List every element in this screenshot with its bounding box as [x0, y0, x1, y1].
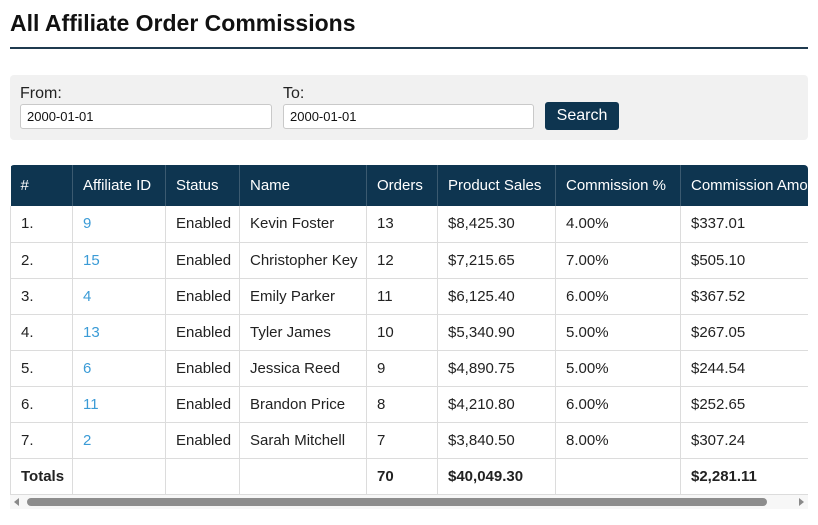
affiliate-id-link[interactable]: 15 — [72, 242, 166, 279]
status-cell: Enabled — [165, 278, 240, 315]
column-header-orders[interactable]: Orders — [366, 165, 438, 206]
commission-amount-cell: $267.05 — [680, 314, 808, 351]
name-cell: Kevin Foster — [239, 206, 367, 243]
totals-commission-amount: $2,281.11 — [680, 458, 808, 495]
status-cell: Enabled — [165, 422, 240, 459]
product-sales-cell: $8,425.30 — [437, 206, 556, 243]
product-sales-cell: $4,890.75 — [437, 350, 556, 387]
totals-row: Totals 70 $40,049.30 $2,281.11 — [10, 458, 808, 495]
column-header-number[interactable]: # — [10, 165, 73, 206]
scroll-right-arrow-icon[interactable] — [799, 498, 804, 506]
totals-orders: 70 — [366, 458, 438, 495]
row-number: 4. — [10, 314, 73, 351]
table-row: 7. 2 Enabled Sarah Mitchell 7 $3,840.50 … — [10, 422, 808, 459]
status-cell: Enabled — [165, 350, 240, 387]
search-button[interactable]: Search — [545, 102, 619, 130]
name-cell: Jessica Reed — [239, 350, 367, 387]
commission-percent-cell: 7.00% — [555, 242, 681, 279]
orders-cell: 8 — [366, 386, 438, 423]
row-number: 5. — [10, 350, 73, 387]
orders-cell: 9 — [366, 350, 438, 387]
affiliate-id-link[interactable]: 2 — [72, 422, 166, 459]
from-label: From: — [20, 85, 62, 102]
to-label: To: — [283, 85, 305, 102]
to-date-input[interactable] — [283, 104, 534, 129]
totals-label: Totals — [10, 458, 73, 495]
orders-cell: 13 — [366, 206, 438, 243]
product-sales-cell: $3,840.50 — [437, 422, 556, 459]
empty-cell — [165, 458, 240, 495]
commission-amount-cell: $505.10 — [680, 242, 808, 279]
commission-percent-cell: 4.00% — [555, 206, 681, 243]
orders-cell: 11 — [366, 278, 438, 315]
column-header-status[interactable]: Status — [165, 165, 240, 206]
date-filter-panel: From: To: Search — [10, 75, 808, 140]
commission-amount-cell: $337.01 — [680, 206, 808, 243]
affiliate-id-link[interactable]: 6 — [72, 350, 166, 387]
commission-percent-cell: 6.00% — [555, 386, 681, 423]
name-cell: Tyler James — [239, 314, 367, 351]
row-number: 3. — [10, 278, 73, 315]
column-header-commission-amount[interactable]: Commission Amo — [680, 165, 808, 206]
row-number: 6. — [10, 386, 73, 423]
scrollbar-thumb[interactable] — [27, 498, 767, 506]
status-cell: Enabled — [165, 386, 240, 423]
horizontal-scrollbar[interactable] — [10, 495, 808, 509]
affiliate-id-link[interactable]: 11 — [72, 386, 166, 423]
name-cell: Sarah Mitchell — [239, 422, 367, 459]
from-date-input[interactable] — [20, 104, 272, 129]
table-row: 3. 4 Enabled Emily Parker 11 $6,125.40 6… — [10, 278, 808, 315]
commissions-table: # Affiliate ID Status Name Orders Produc… — [10, 165, 808, 495]
commission-amount-cell: $307.24 — [680, 422, 808, 459]
affiliate-id-link[interactable]: 13 — [72, 314, 166, 351]
commission-percent-cell: 8.00% — [555, 422, 681, 459]
product-sales-cell: $6,125.40 — [437, 278, 556, 315]
status-cell: Enabled — [165, 242, 240, 279]
commissions-table-container: # Affiliate ID Status Name Orders Produc… — [10, 165, 808, 495]
product-sales-cell: $5,340.90 — [437, 314, 556, 351]
scroll-left-arrow-icon[interactable] — [14, 498, 19, 506]
row-number: 2. — [10, 242, 73, 279]
affiliate-id-link[interactable]: 9 — [72, 206, 166, 243]
status-cell: Enabled — [165, 314, 240, 351]
name-cell: Brandon Price — [239, 386, 367, 423]
table-row: 1. 9 Enabled Kevin Foster 13 $8,425.30 4… — [10, 206, 808, 243]
row-number: 1. — [10, 206, 73, 243]
empty-cell — [239, 458, 367, 495]
table-header-row: # Affiliate ID Status Name Orders Produc… — [10, 165, 808, 206]
column-header-affiliate-id[interactable]: Affiliate ID — [72, 165, 166, 206]
commission-amount-cell: $367.52 — [680, 278, 808, 315]
column-header-commission-percent[interactable]: Commission % — [555, 165, 681, 206]
table-row: 5. 6 Enabled Jessica Reed 9 $4,890.75 5.… — [10, 350, 808, 387]
row-number: 7. — [10, 422, 73, 459]
commission-amount-cell: $252.65 — [680, 386, 808, 423]
product-sales-cell: $7,215.65 — [437, 242, 556, 279]
commission-percent-cell: 5.00% — [555, 314, 681, 351]
table-row: 4. 13 Enabled Tyler James 10 $5,340.90 5… — [10, 314, 808, 351]
column-header-product-sales[interactable]: Product Sales — [437, 165, 556, 206]
commission-percent-cell: 6.00% — [555, 278, 681, 315]
table-row: 2. 15 Enabled Christopher Key 12 $7,215.… — [10, 242, 808, 279]
orders-cell: 12 — [366, 242, 438, 279]
empty-cell — [555, 458, 681, 495]
totals-product-sales: $40,049.30 — [437, 458, 556, 495]
affiliate-id-link[interactable]: 4 — [72, 278, 166, 315]
commission-amount-cell: $244.54 — [680, 350, 808, 387]
table-row: 6. 11 Enabled Brandon Price 8 $4,210.80 … — [10, 386, 808, 423]
status-cell: Enabled — [165, 206, 240, 243]
page-title: All Affiliate Order Commissions — [10, 10, 356, 36]
product-sales-cell: $4,210.80 — [437, 386, 556, 423]
column-header-name[interactable]: Name — [239, 165, 367, 206]
orders-cell: 7 — [366, 422, 438, 459]
title-divider — [10, 47, 808, 49]
name-cell: Christopher Key — [239, 242, 367, 279]
name-cell: Emily Parker — [239, 278, 367, 315]
commission-percent-cell: 5.00% — [555, 350, 681, 387]
empty-cell — [72, 458, 166, 495]
orders-cell: 10 — [366, 314, 438, 351]
